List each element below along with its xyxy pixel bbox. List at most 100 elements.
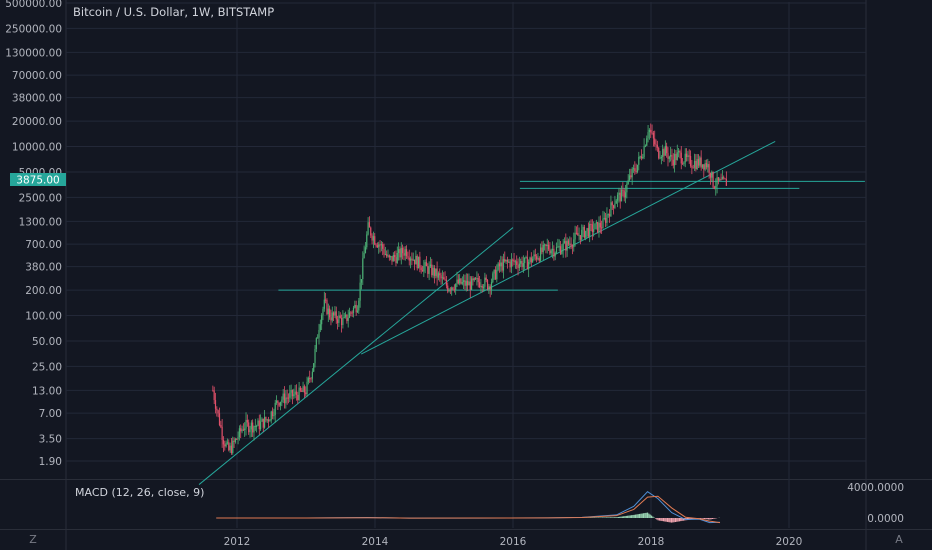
candle[interactable] (394, 251, 396, 262)
candle[interactable] (343, 312, 345, 319)
candle[interactable] (512, 258, 514, 267)
candle[interactable] (537, 252, 539, 261)
candle[interactable] (579, 235, 582, 245)
candle[interactable] (298, 381, 300, 402)
candle[interactable] (451, 286, 453, 296)
candle[interactable] (675, 149, 677, 166)
candle[interactable] (443, 272, 445, 280)
candle[interactable] (455, 283, 457, 295)
candle[interactable] (501, 256, 503, 273)
candle[interactable] (689, 150, 692, 168)
candle[interactable] (601, 220, 603, 234)
candle[interactable] (484, 272, 486, 291)
candle[interactable] (599, 215, 601, 234)
candle[interactable] (352, 305, 355, 318)
candle[interactable] (421, 265, 424, 272)
candle[interactable] (325, 292, 327, 304)
candle[interactable] (650, 123, 652, 138)
candle[interactable] (696, 154, 698, 171)
candle[interactable] (520, 258, 522, 268)
candle[interactable] (310, 377, 312, 383)
candle[interactable] (358, 298, 360, 314)
candle[interactable] (611, 200, 613, 210)
candle[interactable] (250, 420, 252, 438)
candle[interactable] (273, 408, 275, 420)
candle[interactable] (628, 168, 631, 182)
candle[interactable] (555, 242, 558, 255)
candle[interactable] (286, 389, 288, 405)
timezone-icon[interactable]: Z (29, 533, 37, 546)
candle[interactable] (317, 334, 319, 339)
candle[interactable] (504, 251, 506, 263)
candle[interactable] (252, 419, 254, 438)
candle[interactable] (384, 246, 386, 256)
candle[interactable] (354, 300, 356, 309)
candle[interactable] (585, 230, 587, 241)
candle[interactable] (582, 224, 584, 238)
candle[interactable] (400, 242, 402, 265)
candle[interactable] (305, 386, 307, 397)
candle[interactable] (524, 257, 526, 270)
candle[interactable] (685, 148, 688, 162)
candle[interactable] (679, 149, 681, 159)
candle[interactable] (299, 386, 302, 393)
candle[interactable] (229, 442, 231, 453)
candle[interactable] (424, 259, 426, 274)
candle[interactable] (248, 419, 250, 435)
candle[interactable] (297, 391, 299, 404)
candle[interactable] (618, 187, 620, 203)
candle[interactable] (651, 124, 653, 135)
candle[interactable] (563, 237, 566, 244)
candle[interactable] (606, 207, 608, 227)
candle[interactable] (674, 149, 676, 173)
candle[interactable] (662, 144, 664, 161)
trendlines[interactable] (198, 140, 865, 485)
candle[interactable] (667, 147, 669, 167)
candle[interactable] (540, 243, 542, 262)
candle[interactable] (638, 151, 640, 171)
candle[interactable] (545, 243, 547, 254)
candle[interactable] (464, 274, 466, 291)
candle[interactable] (242, 423, 244, 431)
candle[interactable] (646, 135, 648, 147)
candle[interactable] (278, 402, 280, 407)
candle[interactable] (225, 440, 227, 448)
candle[interactable] (525, 255, 527, 259)
candle[interactable] (416, 254, 418, 271)
candle[interactable] (330, 309, 332, 326)
candle[interactable] (319, 319, 321, 333)
candle[interactable] (370, 226, 372, 238)
candle[interactable] (474, 277, 477, 280)
candle[interactable] (643, 138, 645, 160)
candle[interactable] (234, 437, 237, 444)
candle[interactable] (309, 370, 311, 384)
candle[interactable] (642, 153, 644, 160)
candle[interactable] (413, 259, 416, 271)
candle[interactable] (654, 130, 656, 147)
candle[interactable] (578, 227, 580, 241)
candle[interactable] (453, 284, 455, 293)
candle[interactable] (344, 311, 347, 319)
candle[interactable] (602, 210, 604, 229)
candle[interactable] (713, 185, 716, 190)
candle[interactable] (379, 240, 381, 253)
candle[interactable] (307, 376, 309, 385)
candle[interactable] (350, 311, 352, 317)
candle[interactable] (241, 425, 243, 434)
candle[interactable] (498, 259, 501, 273)
candle[interactable] (228, 439, 230, 452)
candle[interactable] (570, 237, 572, 250)
candle[interactable] (575, 226, 578, 235)
candle[interactable] (213, 386, 215, 405)
candle[interactable] (260, 414, 262, 431)
candle[interactable] (693, 153, 696, 171)
candle[interactable] (688, 149, 690, 164)
candle[interactable] (609, 209, 611, 223)
candle[interactable] (559, 241, 562, 255)
candle[interactable] (497, 261, 499, 272)
candle[interactable] (364, 241, 367, 254)
candle[interactable] (246, 414, 248, 427)
macd-pane[interactable]: 4000.0000 0.0000 (216, 482, 904, 525)
candle[interactable] (233, 437, 235, 449)
candle[interactable] (347, 309, 349, 328)
